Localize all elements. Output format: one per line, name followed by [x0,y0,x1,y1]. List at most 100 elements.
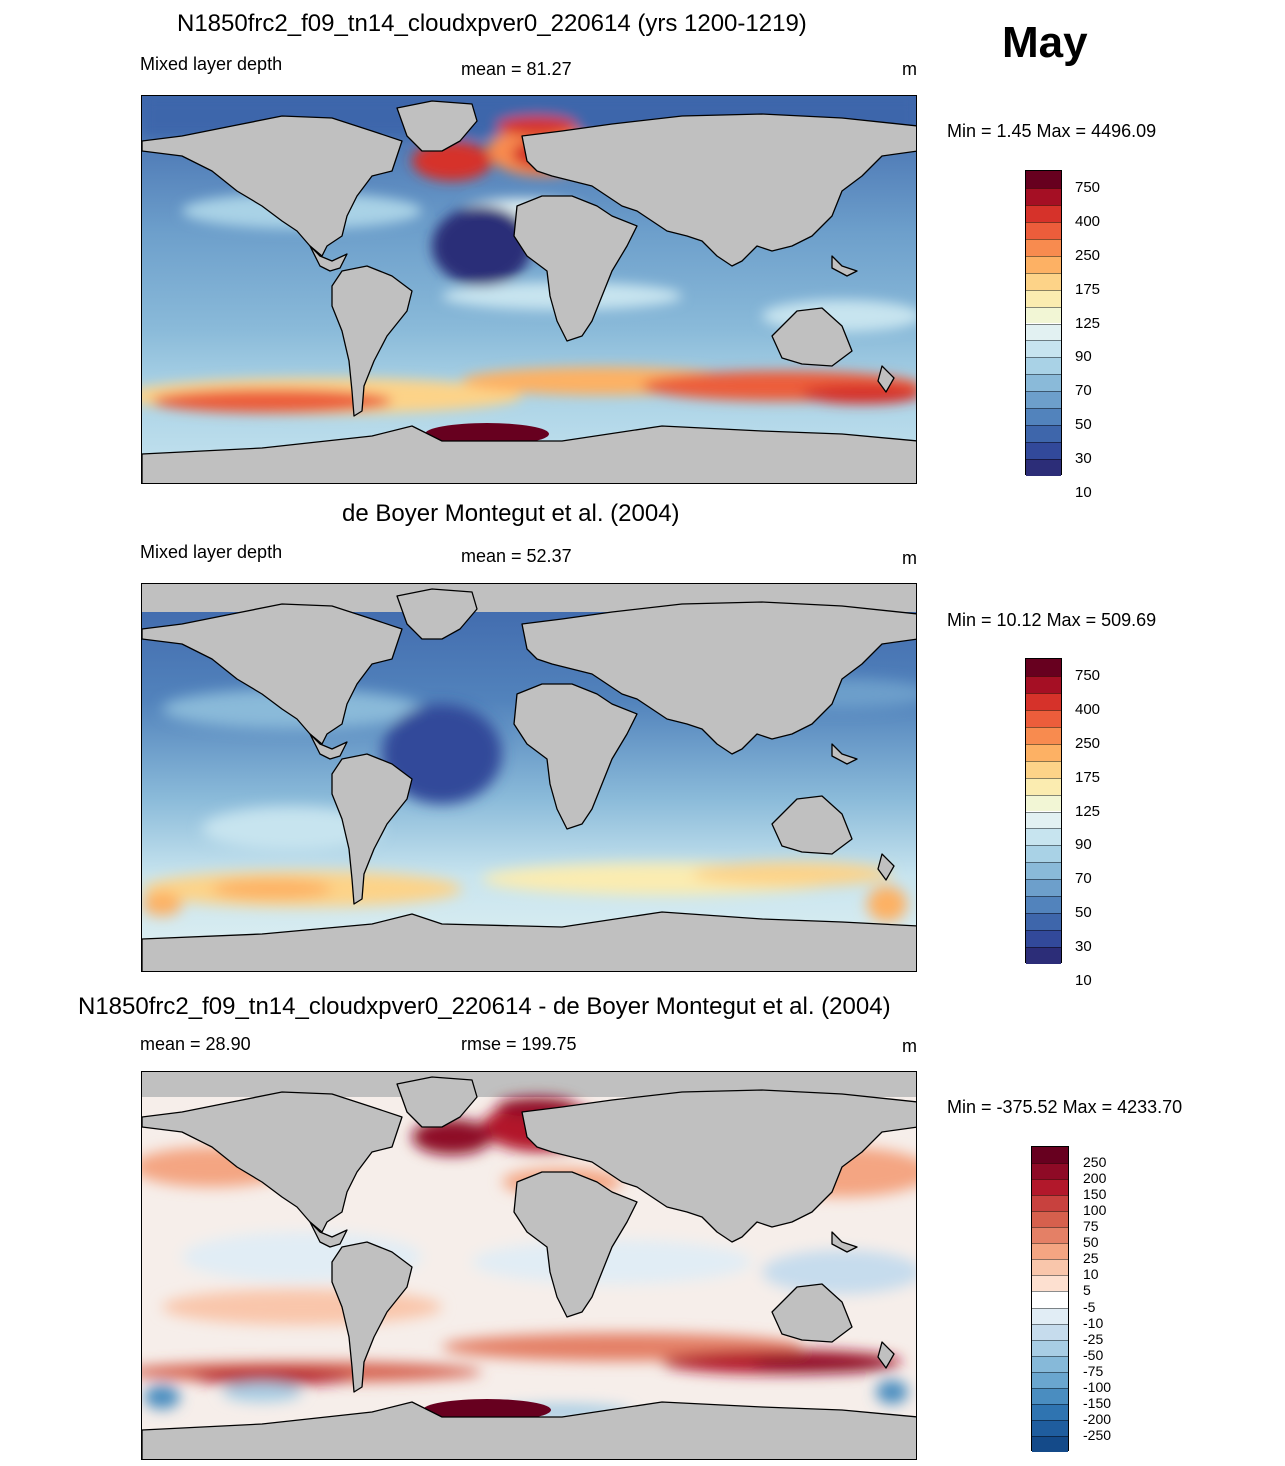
panel3-colorbar-label: 250 [1083,1154,1107,1171]
panel2-colorbar-segment [1026,675,1061,693]
panel1-colorbar-segment [1026,289,1061,307]
panel3-colorbar-segment [1032,1435,1068,1452]
panel3-colorbar-segment [1032,1163,1068,1180]
panel1-title: N1850frc2_f09_tn14_cloudxpver0_220614 (y… [177,10,807,37]
panel2-colorbar-segment [1026,845,1061,863]
panel1-colorbar-label: 90 [1075,348,1092,366]
panel1-colorbar-segment [1026,391,1061,409]
panel1-colorbar-segment [1026,442,1061,460]
panel3-colorbar-label: 200 [1083,1170,1107,1187]
panel2-colorbar-segment [1026,692,1061,710]
panel2-colorbar-segment [1026,726,1061,744]
panel1-colorbar: 750 400 250 175 125 90 70 50 30 10 [1025,170,1125,501]
panel1-colorbar-segment [1026,357,1061,375]
panel2-units: m [902,548,917,568]
panel3-colorbar-label: 100 [1083,1202,1107,1219]
panel2-colorbar-label: 125 [1075,802,1101,820]
panel3-colorbar-segment [1032,1227,1068,1244]
panel2-colorbar-box [1025,658,1062,964]
panel2-colorbar-segment [1026,930,1061,948]
panel1-colorbar-segment [1026,171,1061,188]
panel3-colorbar-segment [1032,1355,1068,1372]
panel1-colorbar-label: 30 [1075,450,1092,468]
panel2-colorbar-segment [1026,659,1061,676]
panel3-colorbar-label: 50 [1083,1234,1099,1251]
antarctic-deep-mld [425,423,549,445]
panel3-colorbar-segment [1032,1275,1068,1292]
continents [142,100,916,483]
panel1-colorbar-label: 70 [1075,382,1092,400]
panel3-colorbar-label: -10 [1083,1314,1104,1331]
panel2-colorbar-segment [1026,862,1061,880]
panel1-colorbar-box [1025,170,1062,476]
panel3-mean-label: mean = 28.90 [140,1034,251,1054]
panel2-colorbar-label: 10 [1075,971,1092,989]
panel2-colorbar-segment [1026,879,1061,897]
panel3-colorbar-label: -250 [1083,1426,1112,1443]
panel2-colorbar-segment [1026,896,1061,914]
panel1-colorbar-label: 175 [1075,280,1101,298]
panel1-colorbar-label: 125 [1075,314,1101,332]
panel2-colorbar-segment [1026,777,1061,795]
panel3-colorbar-segment [1032,1419,1068,1436]
panel2-colorbar-label: 30 [1075,938,1092,956]
panel2-colorbar-label: 175 [1075,768,1101,786]
panel2-map [141,583,917,972]
panel1-minmax: Min = 1.45 Max = 4496.09 [947,121,1157,141]
panel2-colorbar-segment [1026,811,1061,829]
panel3-colorbar-label: 10 [1083,1266,1099,1283]
panel3-colorbar-label: 5 [1083,1282,1091,1299]
panel1-colorbar-segment [1026,204,1061,222]
panel3-colorbar-label: -150 [1083,1394,1112,1411]
panel1-colorbar-segment [1026,187,1061,205]
panel1-colorbar-label: 50 [1075,416,1092,434]
panel3-colorbar-label: 150 [1083,1186,1107,1203]
panel3-colorbar-segment [1032,1243,1068,1260]
panel1-variable-label: Mixed layer depth [140,54,283,74]
panel3-colorbar-segment [1032,1371,1068,1388]
panel2-colorbar-label: 70 [1075,870,1092,888]
panel2-map-graphic [142,584,916,971]
panel3-map-graphic [142,1072,916,1459]
panel2-colorbar-segment [1026,828,1061,846]
panel1-colorbar-segment [1026,323,1061,341]
panel3-colorbar-segment [1032,1323,1068,1340]
panel1-colorbar-segment [1026,374,1061,392]
panel1-colorbar-segment [1026,459,1061,476]
panel3-colorbar-segment [1032,1403,1068,1420]
panel3-colorbar-label: 75 [1083,1218,1099,1235]
panel2-colorbar-segment [1026,760,1061,778]
panel3-colorbar-box [1031,1146,1069,1452]
panel3-colorbar: 250 200 150 100 75 50 25 10 5 -5 -10 -25 -50 -75 -100-… [1031,1146,1141,1456]
panel2-colorbar-label: 400 [1075,700,1101,718]
panel1-colorbar-label: 10 [1075,483,1092,501]
panel3-map [141,1071,917,1460]
panel2-colorbar: 750 400 250 175 125 90 70 50 30 10 [1025,658,1125,989]
panel2-mean-label: mean = 52.37 [461,546,572,566]
panel3-colorbar-segment [1032,1307,1068,1324]
panel3-colorbar-label: -200 [1083,1410,1112,1427]
panel3-colorbar-segment [1032,1291,1068,1308]
panel1-colorbar-segment [1026,221,1061,239]
panel3-colorbar-label: 25 [1083,1250,1099,1267]
panel1-colorbar-label: 750 [1075,178,1101,196]
panel1-units: m [902,59,917,79]
panel1-colorbar-segment [1026,272,1061,290]
panel2-colorbar-label: 90 [1075,836,1092,854]
panel3-minmax: Min = -375.52 Max = 4233.70 [947,1097,1183,1117]
panel3-colorbar-segment [1032,1147,1068,1164]
panel3-colorbar-label: -100 [1083,1378,1112,1395]
panel1-colorbar-segment [1026,306,1061,324]
panel2-colorbar-label: 250 [1075,734,1101,752]
panel1-colorbar-segment [1026,255,1061,273]
panel3-colorbar-segment [1032,1339,1068,1356]
panel2-minmax: Min = 10.12 Max = 509.69 [947,610,1157,630]
panel1-colorbar-segment [1026,238,1061,256]
panel2-colorbar-label: 750 [1075,666,1101,684]
panel2-title: de Boyer Montegut et al. (2004) [342,500,680,527]
panel1-colorbar-label: 250 [1075,246,1101,264]
panel3-colorbar-segment [1032,1195,1068,1212]
panel2-colorbar-segment [1026,794,1061,812]
panel3-units: m [902,1036,917,1056]
panel3-colorbar-label: -25 [1083,1330,1104,1347]
